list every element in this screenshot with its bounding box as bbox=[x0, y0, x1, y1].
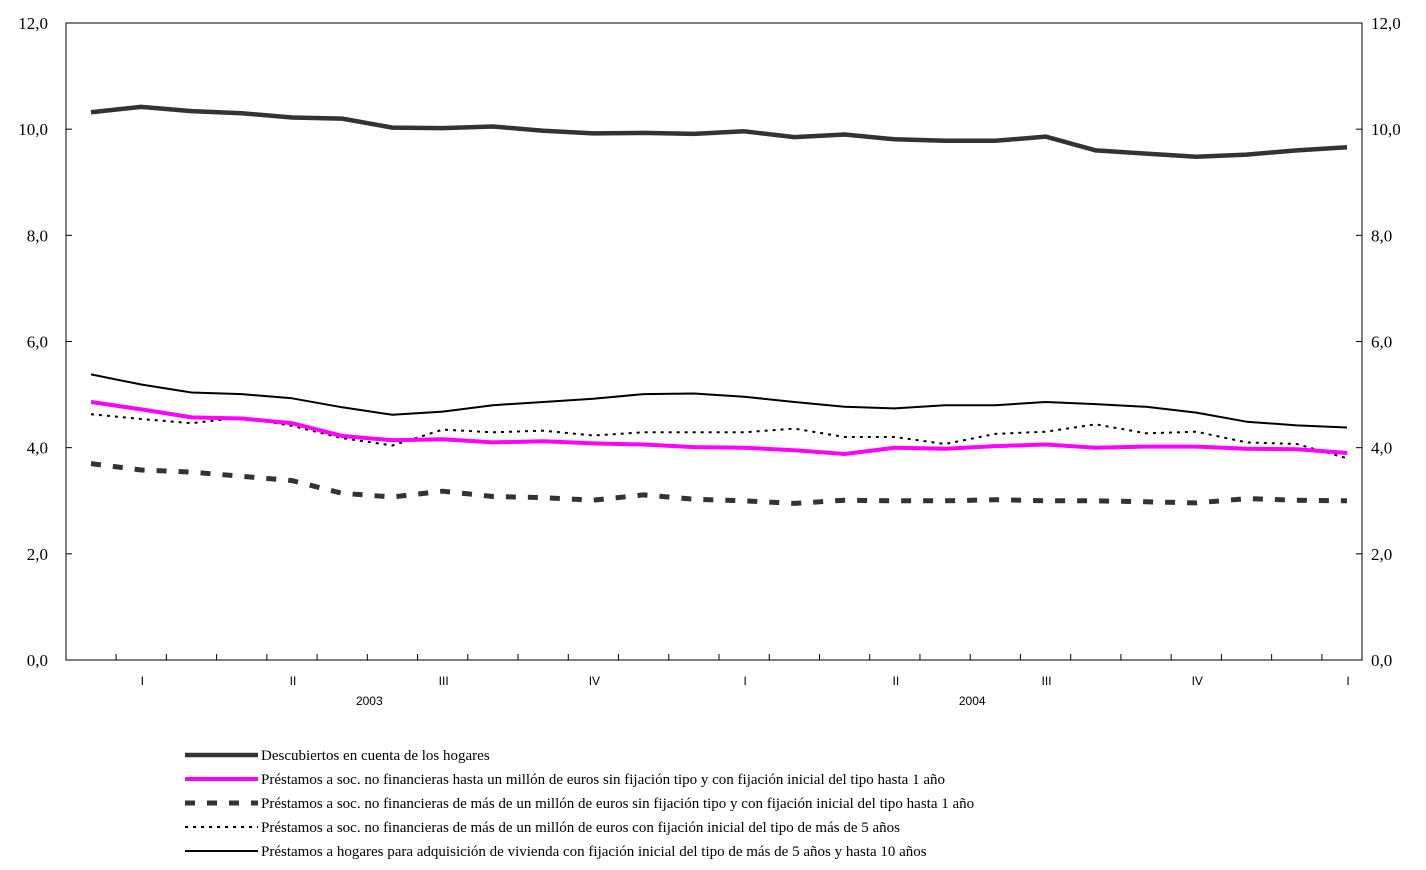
legend-label-5: Préstamos a hogares para adquisición de … bbox=[261, 844, 927, 860]
x-tick-label-quarter: I bbox=[1346, 674, 1349, 688]
x-tick-label-quarter: II bbox=[290, 674, 297, 688]
legend-label-2: Préstamos a soc. no financieras hasta un… bbox=[261, 772, 945, 788]
y-tick-label-left: 2,0 bbox=[27, 545, 48, 564]
legend-label-3: Préstamos a soc. no financieras de más d… bbox=[261, 796, 974, 812]
x-tick-label-quarter: II bbox=[893, 674, 900, 688]
x-tick-label-quarter: IV bbox=[589, 674, 600, 688]
y-tick-label-right: 10,0 bbox=[1371, 120, 1401, 139]
y-tick-label-right: 4,0 bbox=[1371, 439, 1392, 458]
legend-label-4: Préstamos a soc. no financieras de más d… bbox=[261, 820, 900, 836]
y-tick-label-left: 0,0 bbox=[27, 651, 48, 670]
x-tick-label-quarter: III bbox=[439, 674, 449, 688]
series-layer bbox=[90, 104, 1348, 506]
y-tick-label-right: 8,0 bbox=[1371, 226, 1392, 245]
legend-label-1: Descubiertos en cuenta de los hogares bbox=[261, 748, 490, 764]
y-tick-label-left: 12,0 bbox=[18, 14, 48, 33]
y-tick-label-left: 4,0 bbox=[27, 439, 48, 458]
x-tick-label-quarter: III bbox=[1042, 674, 1052, 688]
x-tick-label-quarter: I bbox=[743, 674, 746, 688]
plot-frame bbox=[65, 22, 1363, 661]
y-tick-label-left: 6,0 bbox=[27, 333, 48, 352]
x-year-label: 2004 bbox=[959, 694, 986, 708]
series-line-1 bbox=[90, 104, 1348, 160]
x-tick-label-quarter: I bbox=[141, 674, 144, 688]
series-line-5 bbox=[90, 373, 1348, 429]
series-line-2 bbox=[90, 400, 1348, 456]
series-line-3 bbox=[90, 461, 1348, 506]
y-tick-label-right: 12,0 bbox=[1371, 14, 1401, 33]
legend: Descubiertos en cuenta de los hogares Pré… bbox=[185, 748, 974, 860]
x-tick-label-quarter: IV bbox=[1192, 674, 1203, 688]
y-axis-left: 0,0 2,0 4,0 6,0 8,0 10,0 12,0 bbox=[18, 14, 72, 670]
x-year-label: 2003 bbox=[356, 694, 383, 708]
y-axis-right: 0,0 2,0 4,0 6,0 8,0 10,0 12,0 bbox=[1356, 14, 1401, 670]
series-line-4 bbox=[90, 413, 1348, 460]
y-tick-label-left: 10,0 bbox=[18, 120, 48, 139]
y-tick-label-right: 0,0 bbox=[1371, 651, 1392, 670]
y-tick-label-left: 8,0 bbox=[27, 226, 48, 245]
y-tick-label-right: 2,0 bbox=[1371, 545, 1392, 564]
y-tick-label-right: 6,0 bbox=[1371, 333, 1392, 352]
